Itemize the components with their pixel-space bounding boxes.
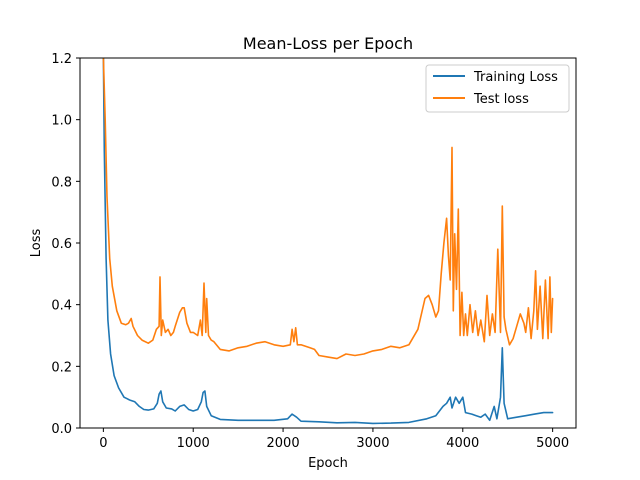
y-tick-label: 0.6 <box>51 237 72 252</box>
x-tick-label: 4000 <box>446 436 479 451</box>
y-tick-label: 0.2 <box>51 360 72 375</box>
legend-label-training: Training Loss <box>473 70 558 85</box>
y-axis-label: Loss <box>29 229 44 258</box>
y-tick-label: 0.0 <box>51 422 72 437</box>
x-tick-label: 2000 <box>267 436 300 451</box>
x-axis-label: Epoch <box>308 456 348 471</box>
series-layer <box>102 58 554 425</box>
x-tick-label: 0 <box>99 436 107 451</box>
y-axis-ticks: 0.0 0.2 0.4 0.6 0.8 1.0 1.2 <box>51 52 80 437</box>
x-tick-label: 5000 <box>536 436 569 451</box>
plot-area: 0 1000 2000 3000 4000 5000 0.0 0.2 0.4 0.6 0.8 1.0… <box>51 52 577 451</box>
legend-label-test: Test loss <box>473 92 529 107</box>
x-tick-label: 1000 <box>177 436 210 451</box>
y-tick-label: 1.0 <box>51 114 72 129</box>
x-axis-ticks: 0 1000 2000 3000 4000 5000 <box>99 428 569 451</box>
series-line-training-loss <box>102 58 554 425</box>
x-tick-label: 3000 <box>356 436 389 451</box>
y-tick-label: 0.8 <box>51 175 72 190</box>
chart-title: Mean-Loss per Epoch <box>243 34 413 53</box>
series-line-test-loss <box>102 58 554 360</box>
y-tick-label: 1.2 <box>51 52 72 67</box>
y-tick-label: 0.4 <box>51 299 72 314</box>
legend: Training Loss Test loss <box>425 64 570 113</box>
